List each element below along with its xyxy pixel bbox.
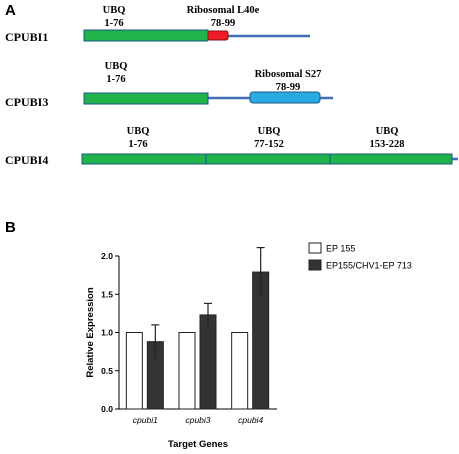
s27-domain-cpubi3 [249,91,321,104]
x-tick-label-cpubi1: cpubi1 [133,415,158,425]
ubq-domain-cpubi4-3 [329,153,453,165]
y-tick-label: 0.5 [101,366,113,376]
domain-label-cpubi3-s27: Ribosomal S27 78-99 [254,69,322,93]
domain-label-cpubi4-ubq2: UBQ 77-152 [254,126,284,150]
ubq-domain-cpubi3 [83,92,209,105]
protein-name-cpubi4: CPUBI4 [5,153,49,167]
x-axis-label: Target Genes [168,439,228,450]
y-tick-label: 1.5 [101,289,113,299]
protein-name-cpubi1: CPUBI1 [5,30,49,44]
y-tick-label: 0.0 [101,404,113,414]
y-tick-label: 1.0 [101,328,113,338]
legend-swatch-ep155 [308,242,322,254]
y-axis-label: Relative Expression [85,287,96,377]
domain-label-cpubi4-ubq3: UBQ 153-228 [369,126,405,150]
expression-bar-chart: 0.0 0.5 1.0 1.5 2.0 Relative Expression cpubi1… [85,242,412,450]
legend-label-ep155: EP 155 [326,244,355,254]
ubq-domain-cpubi1 [83,29,209,42]
bar-ep155-chv1-cpubi3 [199,314,217,410]
legend-label-ep155-chv1: EP155/CHV1-EP 713 [326,261,412,271]
panel-a-letter: A [5,2,16,19]
legend-swatch-ep155-chv1 [308,259,322,271]
domain-label-cpubi3-ubq: UBQ 1-76 [104,61,128,85]
x-tick-label-cpubi3: cpubi3 [185,415,210,425]
bar-ep155-cpubi3 [178,332,196,410]
ubq-domain-cpubi4-1 [81,153,207,165]
domain-label-cpubi1-l40e: Ribosomal L40e 78-99 [186,5,260,29]
y-tick-label: 2.0 [101,251,113,261]
x-tick-label-cpubi4: cpubi4 [238,415,263,425]
domain-label-cpubi1-ubq: UBQ 1-76 [102,5,126,29]
bar-ep155-cpubi4 [231,332,249,410]
bar-ep155-cpubi1 [125,332,143,410]
protein-name-cpubi3: CPUBI3 [5,95,49,109]
domain-architecture-diagram [81,29,458,165]
l40e-domain-cpubi1 [207,30,229,41]
chart-plot-area: 0.0 0.5 1.0 1.5 2.0 Relative Expression cpubi1… [85,242,412,450]
ubq-domain-cpubi4-2 [205,153,331,165]
domain-label-cpubi4-ubq1: UBQ 1-76 [126,126,150,150]
panel-b-letter: B [5,219,16,236]
